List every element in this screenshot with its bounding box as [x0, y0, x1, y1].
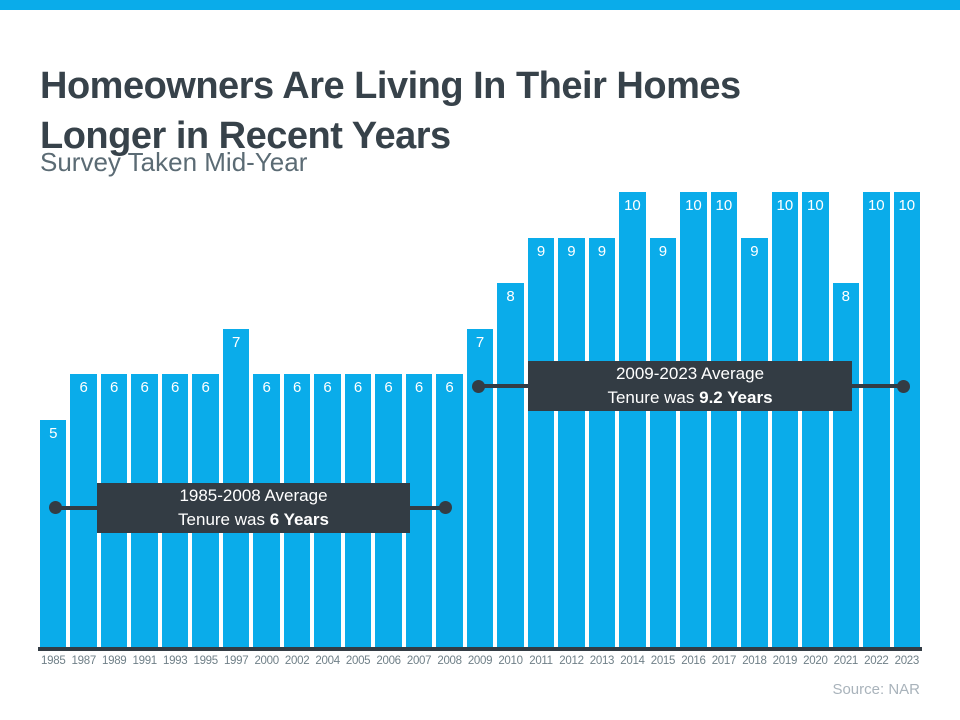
bar-value-label: 7: [475, 333, 485, 351]
x-tick-2005: 2005: [345, 655, 371, 667]
x-tick-2009: 2009: [467, 655, 493, 667]
annotation-line2: Tenure was 9.2 Years: [607, 388, 773, 407]
bar-value-label: 6: [79, 379, 88, 397]
bar-value-label: 10: [715, 197, 733, 214]
bar-value-label: 10: [898, 197, 916, 214]
x-tick-2014: 2014: [620, 655, 645, 667]
x-tick-2016: 2016: [681, 655, 706, 667]
x-tick-2011: 2011: [529, 655, 553, 667]
bar-2015: 9: [649, 237, 677, 648]
x-tick-1991: 1991: [132, 655, 158, 667]
x-tick-2004: 2004: [315, 655, 340, 667]
bar-1987: 6: [70, 374, 97, 648]
x-tick-2020: 2020: [803, 655, 828, 667]
top-accent-bar: [0, 0, 960, 10]
bar-2022: 10: [863, 192, 890, 648]
bar-value-label: 5: [49, 425, 58, 442]
bar-2020: 10: [802, 192, 829, 648]
bar-2019: 10: [771, 192, 799, 648]
annotation-box-1985-2008: 1985-2008 Average Tenure was 6 Years: [97, 483, 410, 533]
annotation-endpoint-dot-left-2009: [472, 380, 485, 393]
x-tick-2019: 2019: [772, 655, 798, 667]
bar-2010: 8: [497, 283, 524, 648]
x-tick-2000: 2000: [254, 655, 279, 667]
bar-value-label: 6: [414, 379, 424, 397]
bar-value-label: 8: [506, 288, 515, 306]
bar-value-label: 6: [262, 379, 271, 397]
annotation-box-2009-2023: 2009-2023 Average Tenure was 9.2 Years: [528, 361, 852, 411]
x-tick-2021: 2021: [833, 655, 859, 667]
annotation-line1: 1985-2008 Average: [179, 486, 328, 505]
bar-value-label: 9: [597, 242, 607, 260]
page-title-line2: Longer in Recent Years: [40, 115, 451, 158]
bar-value-label: 6: [140, 379, 149, 397]
bar-2016: 10: [680, 192, 707, 648]
bar-value-label: 6: [353, 379, 363, 397]
bar-1985: 5: [40, 420, 67, 648]
annotation-endpoint-dot-left-1985: [49, 501, 62, 514]
x-tick-2023: 2023: [894, 655, 920, 667]
bar-value-label: 10: [776, 197, 794, 214]
bar-2013: 9: [588, 237, 616, 648]
bar-2023: 10: [893, 192, 921, 648]
bar-value-label: 6: [384, 379, 393, 397]
x-tick-2015: 2015: [650, 655, 676, 667]
bar-value-label: 6: [110, 379, 119, 397]
source-attribution: Source: NAR: [832, 681, 920, 698]
x-tick-1985: 1985: [41, 655, 66, 667]
x-tick-1987: 1987: [71, 655, 97, 667]
bar-value-label: 9: [658, 242, 668, 260]
bar-value-label: 9: [750, 242, 759, 260]
bar-value-label: 6: [201, 379, 210, 397]
x-tick-2012: 2012: [559, 655, 584, 667]
bar-value-label: 6: [171, 379, 180, 397]
annotation-line1: 2009-2023 Average: [615, 364, 765, 383]
x-tick-2007: 2007: [406, 655, 432, 667]
bar-value-label: 10: [624, 197, 641, 214]
bar-2007: 6: [405, 374, 433, 648]
bar-chart: 5 6 6 6 6 6 7 6 6 6 6 6 6 6 7 8 9 9 9 10 9 10 10 9 10 10 8 10 10: [40, 192, 921, 648]
bar-value-label: 9: [567, 242, 576, 260]
bar-2012: 9: [558, 237, 585, 648]
annotation-endpoint-dot-right-2008: [439, 501, 452, 514]
x-tick-2006: 2006: [376, 655, 401, 667]
x-axis-tick-row: 1985 1987 1989 1991 1993 1995 1997 2000 2002 2004…: [40, 655, 920, 667]
bar-value-label: 8: [841, 288, 850, 306]
bar-2017: 10: [710, 192, 738, 648]
bar-2011: 9: [527, 237, 555, 648]
bar-value-label: 6: [292, 379, 302, 397]
bar-2021: 8: [832, 283, 860, 648]
bar-value-label: 10: [807, 197, 824, 214]
bar-value-label: 7: [231, 333, 241, 351]
bar-value-label: 9: [536, 242, 546, 260]
bar-value-label: 10: [685, 197, 702, 214]
annotation-endpoint-dot-right-2023: [897, 380, 910, 393]
x-tick-2013: 2013: [589, 655, 615, 667]
bar-value-label: 6: [323, 379, 332, 397]
bar-2018: 9: [741, 237, 768, 648]
x-tick-2010: 2010: [498, 655, 523, 667]
x-tick-1995: 1995: [193, 655, 218, 667]
x-tick-2002: 2002: [284, 655, 310, 667]
bar-2009: 7: [466, 328, 494, 648]
x-tick-2008: 2008: [437, 655, 462, 667]
x-tick-2017: 2017: [711, 655, 737, 667]
bar-2014: 10: [619, 192, 646, 648]
bar-value-label: 6: [445, 379, 454, 397]
page-title: Homeowners Are Living In Their Homes Lon…: [40, 61, 741, 161]
bar-value-label: 10: [867, 197, 885, 214]
page-title-line1: Homeowners Are Living In Their Homes: [40, 65, 741, 108]
chart-subtitle: Survey Taken Mid-Year: [40, 147, 308, 177]
x-tick-2018: 2018: [742, 655, 767, 667]
x-tick-1997: 1997: [223, 655, 249, 667]
x-axis-line: [38, 647, 922, 651]
x-tick-2022: 2022: [864, 655, 889, 667]
x-tick-1989: 1989: [102, 655, 127, 667]
annotation-line2: Tenure was 6 Years: [178, 510, 329, 529]
x-tick-1993: 1993: [162, 655, 188, 667]
